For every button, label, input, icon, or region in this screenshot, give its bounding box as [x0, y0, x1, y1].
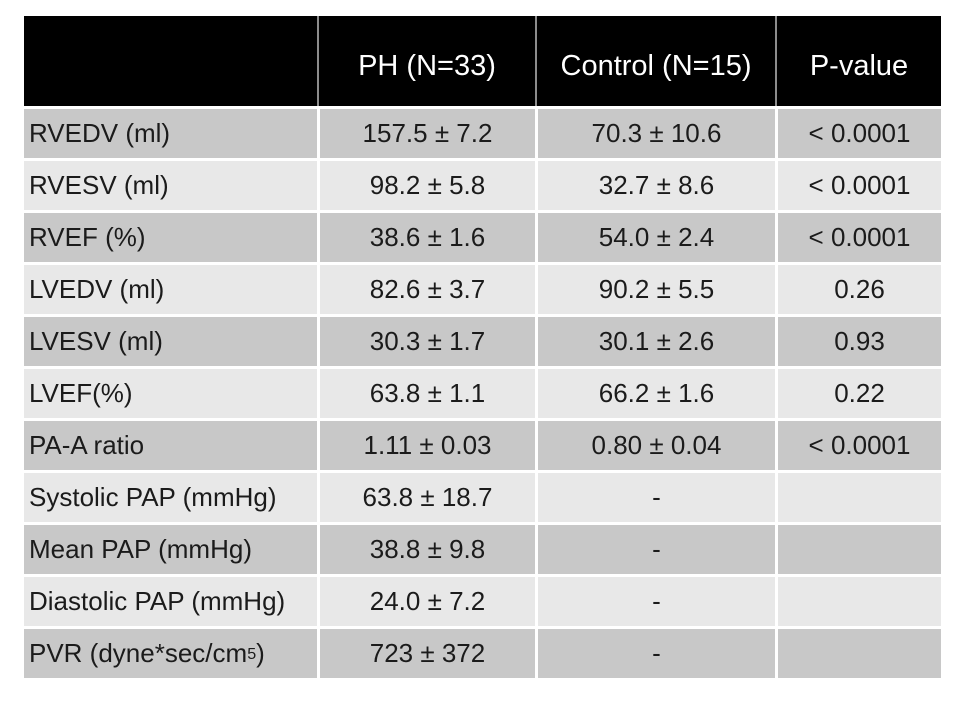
control-value: 66.2 ± 1.6	[535, 369, 775, 418]
row-label: Diastolic PAP (mmHg)	[24, 577, 317, 626]
table-row-lvesv: LVESV (ml) 30.3 ± 1.7 30.1 ± 2.6 0.93	[24, 314, 941, 366]
p-value	[775, 577, 941, 626]
table-row-rvedv: RVEDV (ml) 157.5 ± 7.2 70.3 ± 10.6 < 0.0…	[24, 106, 941, 158]
ph-value: 63.8 ± 18.7	[317, 473, 535, 522]
row-label: LVESV (ml)	[24, 317, 317, 366]
p-value: < 0.0001	[775, 213, 941, 262]
row-label: RVESV (ml)	[24, 161, 317, 210]
p-value: 0.93	[775, 317, 941, 366]
control-value: 70.3 ± 10.6	[535, 109, 775, 158]
p-value: < 0.0001	[775, 421, 941, 470]
table-row-pa-a-ratio: PA-A ratio 1.11 ± 0.03 0.80 ± 0.04 < 0.0…	[24, 418, 941, 470]
row-label: RVEDV (ml)	[24, 109, 317, 158]
table-row-rvef: RVEF (%) 38.6 ± 1.6 54.0 ± 2.4 < 0.0001	[24, 210, 941, 262]
control-value: -	[535, 629, 775, 678]
p-value: 0.26	[775, 265, 941, 314]
header-control-group: Control (N=15)	[535, 16, 775, 106]
row-label: RVEF (%)	[24, 213, 317, 262]
ph-value: 1.11 ± 0.03	[317, 421, 535, 470]
control-value: 32.7 ± 8.6	[535, 161, 775, 210]
p-value	[775, 629, 941, 678]
results-table: PH (N=33) Control (N=15) P-value RVEDV (…	[24, 16, 941, 678]
pvr-label-close: )	[256, 638, 265, 668]
ph-value: 157.5 ± 7.2	[317, 109, 535, 158]
row-label: LVEF(%)	[24, 369, 317, 418]
p-value	[775, 473, 941, 522]
ph-value: 82.6 ± 3.7	[317, 265, 535, 314]
row-label: LVEDV (ml)	[24, 265, 317, 314]
table-row-pvr: PVR (dyne*sec/cm 5) 723 ± 372 -	[24, 626, 941, 678]
control-value: -	[535, 525, 775, 574]
table-row-rvesv: RVESV (ml) 98.2 ± 5.8 32.7 ± 8.6 < 0.000…	[24, 158, 941, 210]
pvr-label-text: PVR (dyne*sec/cm	[29, 638, 248, 668]
control-value: 0.80 ± 0.04	[535, 421, 775, 470]
row-label: PA-A ratio	[24, 421, 317, 470]
table-row-lvedv: LVEDV (ml) 82.6 ± 3.7 90.2 ± 5.5 0.26	[24, 262, 941, 314]
p-value: 0.22	[775, 369, 941, 418]
control-value: 30.1 ± 2.6	[535, 317, 775, 366]
table-row-mean-pap: Mean PAP (mmHg) 38.8 ± 9.8 -	[24, 522, 941, 574]
table-header-row: PH (N=33) Control (N=15) P-value	[24, 16, 941, 106]
row-label: Mean PAP (mmHg)	[24, 525, 317, 574]
row-label: Systolic PAP (mmHg)	[24, 473, 317, 522]
control-value: 54.0 ± 2.4	[535, 213, 775, 262]
ph-value: 723 ± 372	[317, 629, 535, 678]
ph-value: 38.8 ± 9.8	[317, 525, 535, 574]
ph-value: 63.8 ± 1.1	[317, 369, 535, 418]
p-value: < 0.0001	[775, 161, 941, 210]
ph-value: 38.6 ± 1.6	[317, 213, 535, 262]
control-value: 90.2 ± 5.5	[535, 265, 775, 314]
control-value: -	[535, 473, 775, 522]
table-row-systolic-pap: Systolic PAP (mmHg) 63.8 ± 18.7 -	[24, 470, 941, 522]
p-value: < 0.0001	[775, 109, 941, 158]
ph-value: 24.0 ± 7.2	[317, 577, 535, 626]
header-p-value: P-value	[775, 16, 941, 106]
ph-value: 98.2 ± 5.8	[317, 161, 535, 210]
ph-value: 30.3 ± 1.7	[317, 317, 535, 366]
header-ph-group: PH (N=33)	[317, 16, 535, 106]
p-value	[775, 525, 941, 574]
control-value: -	[535, 577, 775, 626]
row-label: PVR (dyne*sec/cm 5)	[24, 629, 317, 678]
table-row-lvef: LVEF(%) 63.8 ± 1.1 66.2 ± 1.6 0.22	[24, 366, 941, 418]
table-row-diastolic-pap: Diastolic PAP (mmHg) 24.0 ± 7.2 -	[24, 574, 941, 626]
header-empty-cell	[24, 16, 317, 106]
